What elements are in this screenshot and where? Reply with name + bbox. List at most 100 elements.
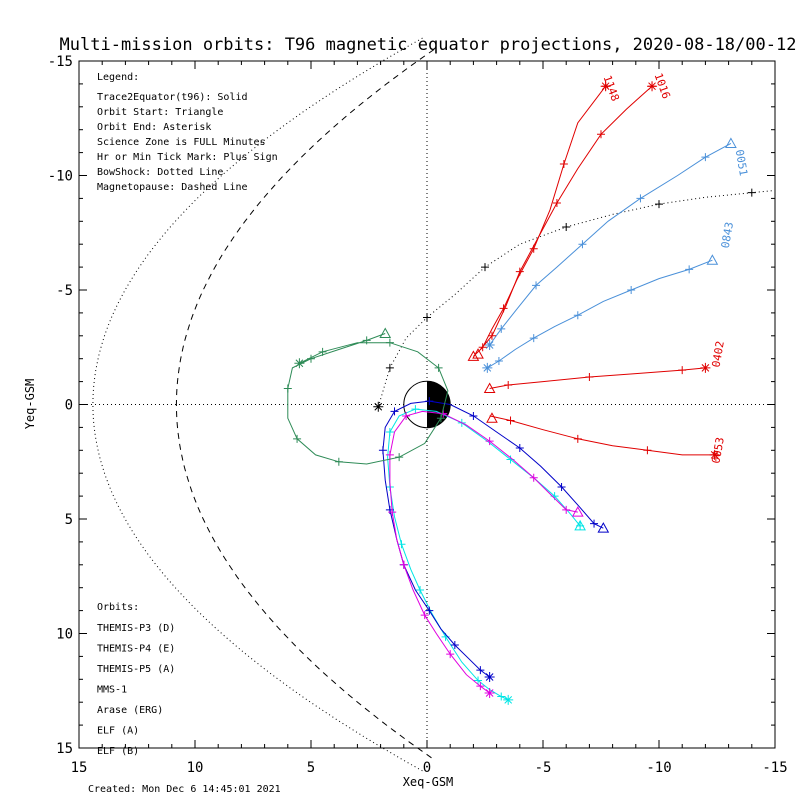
series-themis-p5-a-tick bbox=[385, 450, 394, 459]
orbits-title: Orbits: bbox=[97, 602, 139, 613]
orbit-legend-entry: THEMIS-P4 (E) bbox=[97, 644, 175, 655]
series-elf-a-0051-tick bbox=[636, 194, 645, 203]
series-themis-p5-a-line bbox=[389, 410, 578, 694]
series-mms-1-tick bbox=[562, 223, 571, 232]
series-elf-b-1016-tick bbox=[552, 198, 561, 207]
series-themis-p5-a-tick bbox=[388, 508, 397, 517]
series-themis-p3-d-line bbox=[387, 408, 581, 701]
x-tick-label: -15 bbox=[762, 760, 787, 776]
legend-line: Hr or Min Tick Mark: Plus Sign bbox=[97, 152, 278, 163]
series-themis-p5-a-tick bbox=[562, 505, 571, 514]
series-themis-p3-d-tick bbox=[411, 405, 420, 414]
series-themis-p4-e-line bbox=[382, 400, 604, 678]
series-arase-erg-tick bbox=[334, 457, 343, 466]
orbit-legend-entry: THEMIS-P5 (A) bbox=[97, 664, 175, 675]
series-arase-erg-tick bbox=[362, 336, 371, 345]
series-elf-b-1016-tick bbox=[515, 267, 524, 276]
series-themis-p5-a-start bbox=[571, 506, 584, 517]
series-elf-a-tick bbox=[685, 265, 694, 274]
y-axis-label: Yeq-GSM bbox=[23, 379, 37, 430]
series-mms-1-tick bbox=[747, 188, 756, 197]
created-timestamp: Created: Mon Dec 6 14:45:01 2021 bbox=[88, 784, 281, 795]
series-themis-p3-d-start bbox=[574, 519, 586, 531]
orbit-legend-entry: MMS-1 bbox=[97, 685, 127, 696]
series-elf-a-0051-end bbox=[484, 339, 495, 350]
series-elf-a-tick bbox=[494, 356, 503, 365]
orbit-legend-entry: Arase (ERG) bbox=[97, 705, 163, 716]
y-tick-label: 15 bbox=[56, 741, 73, 757]
series-elf-a-0051-tick bbox=[532, 281, 541, 290]
legend-line: BowShock: Dotted Line bbox=[97, 167, 223, 178]
series-themis-p3-d-tick bbox=[416, 585, 425, 594]
series-elf-b-tick bbox=[678, 366, 687, 375]
earth-night-side bbox=[427, 381, 451, 428]
series-arase-erg-tick bbox=[307, 354, 315, 363]
series-elf-b-1148-tick bbox=[559, 160, 568, 169]
series-elf-b-1016-start bbox=[472, 348, 484, 359]
series-elf-b-1148-line bbox=[473, 85, 606, 357]
legend-line: Orbit End: Asterisk bbox=[97, 122, 211, 133]
series-elf-a-0051-tick bbox=[497, 324, 506, 333]
series-elf-a-0051-tick bbox=[701, 153, 710, 162]
series-elf-b-1016-tick bbox=[487, 331, 496, 340]
track-label-0051: 0051 bbox=[733, 149, 750, 177]
chart-title: Multi-mission orbits: T96 magnetic equat… bbox=[60, 35, 797, 55]
series-elf-b-0053-tick bbox=[506, 416, 515, 425]
series-elf-b-0053-line bbox=[489, 415, 715, 456]
series-elf-a-tick bbox=[573, 311, 582, 320]
series-themis-p5-a-tick bbox=[399, 560, 408, 569]
series-themis-p5-a-end bbox=[484, 688, 495, 699]
series-arase-erg-start bbox=[379, 327, 392, 339]
x-tick-label: -10 bbox=[646, 760, 671, 776]
y-tick-label: 0 bbox=[65, 398, 73, 414]
x-tick-label: 0 bbox=[423, 760, 431, 776]
series-elf-b-tick bbox=[504, 381, 513, 390]
series-elf-b-tick bbox=[585, 373, 594, 382]
series-elf-a-track-label: 0843 bbox=[719, 221, 736, 249]
series-elf-b-1016-line bbox=[480, 85, 653, 350]
series-mms-1-tick bbox=[481, 263, 489, 272]
y-tick-label: 5 bbox=[65, 512, 73, 528]
series-mms-1-tick bbox=[655, 200, 663, 209]
x-tick-label: 5 bbox=[307, 760, 315, 776]
series-themis-p5-a-tick bbox=[529, 473, 538, 482]
legend-line: Magnetopause: Dashed Line bbox=[97, 182, 248, 193]
series-themis-p4-e-tick bbox=[469, 411, 478, 420]
x-tick-label: 10 bbox=[187, 760, 204, 776]
series-themis-p4-e-end bbox=[484, 672, 495, 683]
x-tick-label: 15 bbox=[71, 760, 88, 776]
series-themis-p4-e-tick bbox=[390, 407, 399, 416]
series-elf-a-start bbox=[706, 254, 719, 265]
legend-title: Legend: bbox=[97, 72, 139, 83]
series-elf-b-end bbox=[700, 362, 711, 373]
series-themis-p4-e-tick bbox=[425, 397, 434, 406]
y-tick-label: -10 bbox=[48, 169, 73, 185]
series-elf-b-line bbox=[489, 367, 706, 389]
x-axis-label: Xeq-GSM bbox=[403, 775, 454, 789]
series-themis-p4-e-tick bbox=[378, 446, 387, 455]
series-elf-b-0053-start bbox=[486, 412, 498, 423]
series-elf-a-0051-tick bbox=[578, 240, 587, 249]
series-arase-erg-end bbox=[294, 358, 305, 369]
series-themis-p4-e-tick bbox=[476, 666, 485, 675]
series-elf-b-0053-tick bbox=[573, 434, 582, 443]
series-elf-b-0053-tick bbox=[643, 446, 652, 455]
series-elf-a-end bbox=[482, 362, 493, 373]
series-elf-b-0053-end bbox=[709, 449, 720, 460]
orbit-legend-entry: ELF (B) bbox=[97, 746, 139, 757]
series-elf-a-tick bbox=[529, 334, 538, 343]
magnetopause-curve bbox=[175, 49, 435, 760]
series-themis-p5-a-tick bbox=[402, 411, 411, 420]
series-mms-1-tick bbox=[385, 363, 394, 372]
series-themis-p4-e-tick bbox=[557, 482, 566, 491]
series-themis-p5-a-tick bbox=[485, 437, 494, 446]
series-arase-erg-tick bbox=[283, 384, 292, 393]
orbit-legend-entry: THEMIS-P3 (D) bbox=[97, 623, 175, 634]
legend-line: Orbit Start: Triangle bbox=[97, 107, 223, 118]
series-elf-a-line bbox=[487, 259, 713, 369]
series-elf-b-1148-start bbox=[467, 350, 480, 361]
series-elf-b-track-label: 0402 bbox=[709, 340, 726, 368]
series-themis-p4-e-tick bbox=[590, 519, 599, 528]
series-elf-a-tick bbox=[627, 286, 636, 294]
